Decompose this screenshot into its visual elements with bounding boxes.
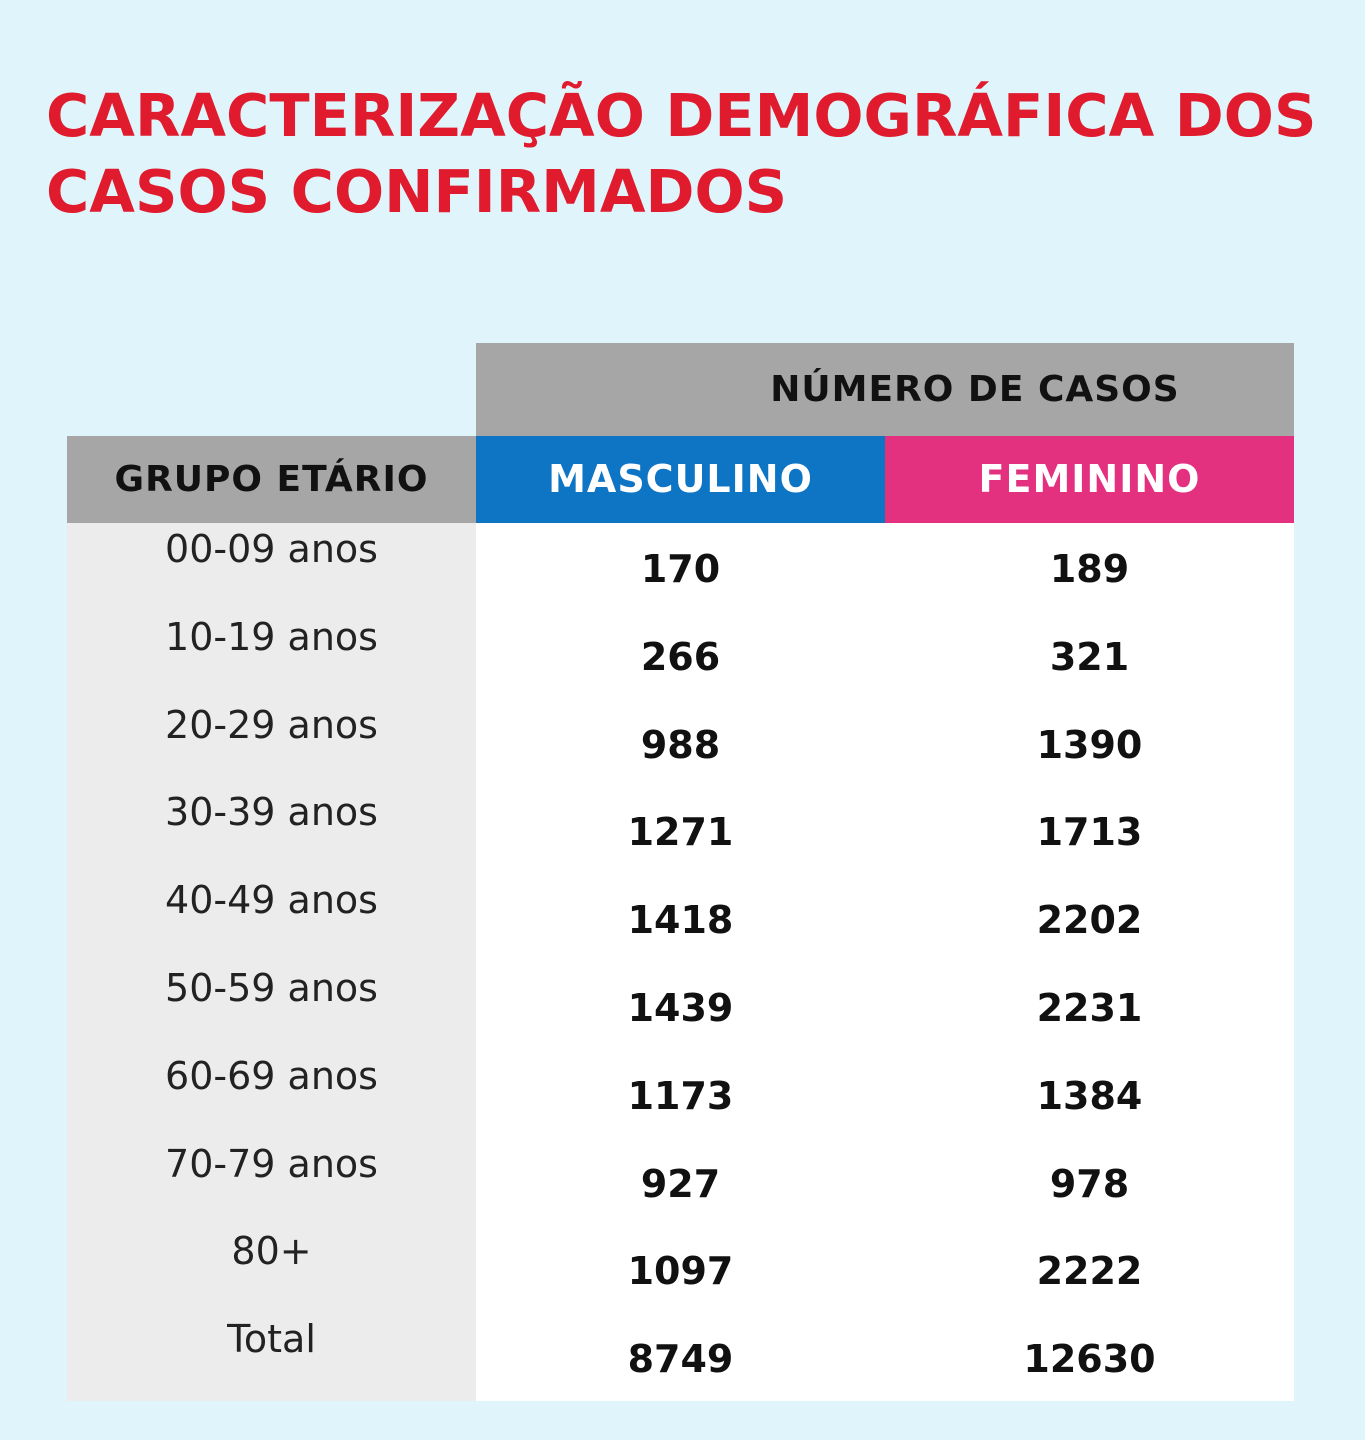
header-feminino: FEMININO [885,436,1294,523]
table-row: 70-79 anos 927 978 [67,1138,1294,1226]
header-masculino: MASCULINO [476,436,885,523]
cell-masculino: 1271 [627,810,734,855]
table-row: 40-49 anos 1418 2202 [67,874,1294,962]
table-row: Total 8749 12630 [67,1313,1294,1401]
cell-feminino: 12630 [1023,1337,1156,1382]
cell-feminino: 321 [1049,634,1130,679]
cell-grupo-etario: 50-59 anos [165,965,378,1010]
cell-masculino: 170 [640,547,721,591]
cell-grupo-etario: 70-79 anos [165,1141,378,1186]
cell-feminino: 1390 [1036,722,1143,767]
cell-grupo-etario: 80+ [231,1229,312,1274]
cell-masculino: 1418 [627,898,734,943]
cell-masculino: 988 [640,722,721,767]
table-body: 00-09 anos 170 189 10-19 anos 266 321 20-29 an… [67,523,1294,1401]
group-column-background [67,523,476,1401]
cell-masculino: 8749 [627,1337,734,1382]
cell-grupo-etario: 10-19 anos [165,614,378,659]
cell-grupo-etario: Total [227,1317,316,1362]
cell-feminino: 1384 [1036,1073,1143,1118]
cell-feminino: 2231 [1036,985,1143,1030]
table-row: 80+ 1097 2222 [67,1225,1294,1313]
cell-feminino: 1713 [1036,810,1143,855]
table-row: 00-09 anos 170 189 [67,523,1294,611]
values-column-background [476,523,1294,1401]
cell-feminino: 978 [1049,1161,1130,1206]
cell-feminino: 2222 [1036,1249,1143,1294]
cell-masculino: 1097 [627,1249,734,1294]
cell-masculino: 1173 [627,1073,734,1118]
table-row: 50-59 anos 1439 2231 [67,962,1294,1050]
table-row: 60-69 anos 1173 1384 [67,1050,1294,1138]
cell-grupo-etario: 30-39 anos [165,790,378,835]
header-grupo-etario: GRUPO ETÁRIO [67,436,476,523]
table-row: 30-39 anos 1271 1713 [67,786,1294,874]
cell-masculino: 266 [640,634,721,679]
table-row: 10-19 anos 266 321 [67,611,1294,699]
cell-feminino: 2202 [1036,898,1143,943]
header-numero-de-casos-label: NÚMERO DE CASOS [770,369,1180,410]
header-numero-de-casos: NÚMERO DE CASOS [476,343,1294,436]
cell-grupo-etario: 20-29 anos [165,702,378,747]
cell-feminino: 189 [1049,547,1130,591]
page-title: CARACTERIZAÇÃO DEMOGRÁFICA DOS CASOS CON… [46,81,1317,226]
cell-masculino: 927 [640,1161,721,1206]
cell-masculino: 1439 [627,985,734,1030]
cell-grupo-etario: 60-69 anos [165,1053,378,1098]
cell-grupo-etario: 40-49 anos [165,878,378,923]
cell-grupo-etario: 00-09 anos [165,527,378,571]
table-row: 20-29 anos 988 1390 [67,699,1294,787]
demographic-table: NÚMERO DE CASOS GRUPO ETÁRIO MASCULINO F… [67,343,1294,1401]
